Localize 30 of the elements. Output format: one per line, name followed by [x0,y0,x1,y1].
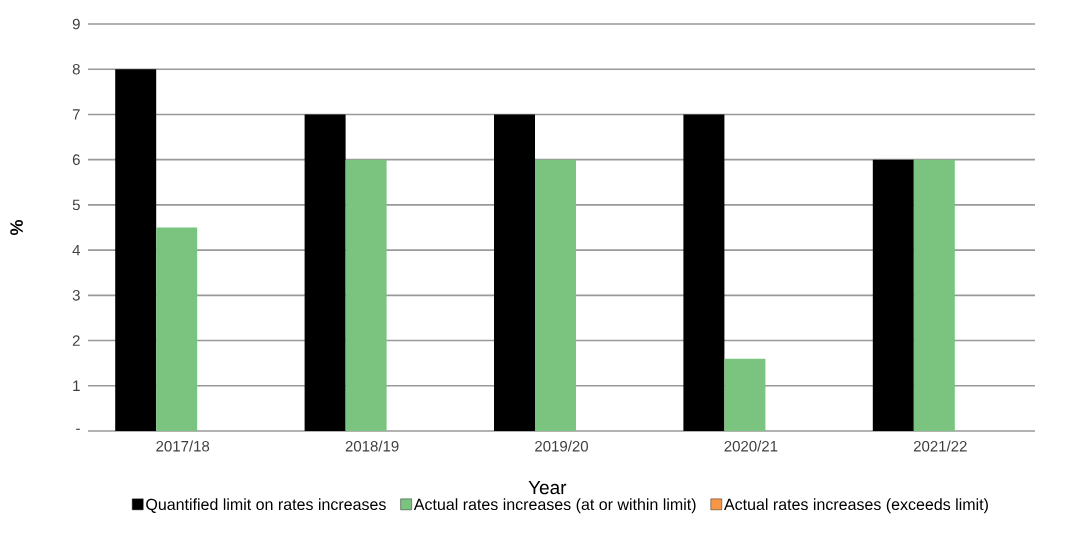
x-axis-title: Year [528,481,567,495]
bar [494,114,535,431]
legend-label: Quantified limit on rates increases [146,498,386,513]
x-tick-label: 2021/22 [913,440,967,452]
y-tick-label: 7 [72,109,80,120]
y-tick-label: 3 [72,290,80,301]
x-tick-label: 2017/18 [156,440,210,452]
y-tick-label: 1 [73,380,80,391]
y-tick-label: 6 [72,154,80,165]
bar [304,114,346,431]
legend-label: Actual rates increases (exceeds limit) [724,498,988,514]
x-tick-label: 2019/20 [535,440,589,452]
bar [913,159,955,431]
y-tick-label: 2 [72,335,80,346]
y-tick-label: 5 [72,199,80,211]
y-axis-title: % [10,219,23,236]
bar [872,159,914,431]
bar [683,114,725,431]
y-tick-label: 8 [72,63,80,75]
y-tick-label: 9 [72,18,80,30]
bar [115,69,157,431]
bar [345,159,387,431]
x-tick-label: 2020/21 [724,440,778,452]
bar [724,358,766,431]
legend-label: Actual rates increases (at or within limit) [413,498,696,514]
x-tick-label: 2018/19 [345,440,399,452]
y-tick-label: 4 [72,244,81,256]
y-tick-label: - [76,428,80,430]
bar [156,227,198,431]
bar [535,159,576,431]
